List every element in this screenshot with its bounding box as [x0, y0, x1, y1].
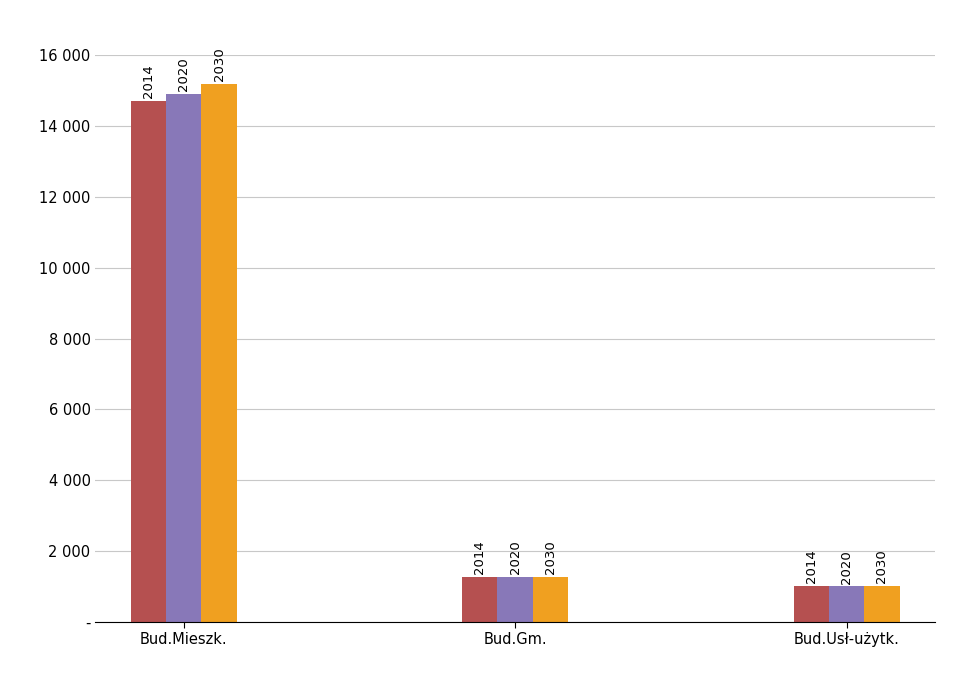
Bar — [793, 586, 828, 622]
Bar — [461, 577, 497, 622]
Text: 2020: 2020 — [840, 550, 852, 584]
Text: 2020: 2020 — [177, 57, 190, 91]
Text: 2030: 2030 — [543, 540, 557, 574]
Bar — [497, 577, 533, 622]
Bar — [166, 94, 201, 622]
Text: 2014: 2014 — [473, 540, 486, 574]
Text: 2014: 2014 — [804, 549, 817, 583]
Bar — [201, 84, 236, 622]
Text: 2030: 2030 — [213, 47, 225, 81]
Bar — [828, 587, 863, 622]
Text: 2030: 2030 — [875, 549, 887, 583]
Bar — [131, 102, 166, 622]
Bar — [533, 576, 568, 622]
Text: 2014: 2014 — [142, 65, 154, 99]
Bar — [863, 586, 899, 622]
Text: 2020: 2020 — [508, 540, 521, 574]
